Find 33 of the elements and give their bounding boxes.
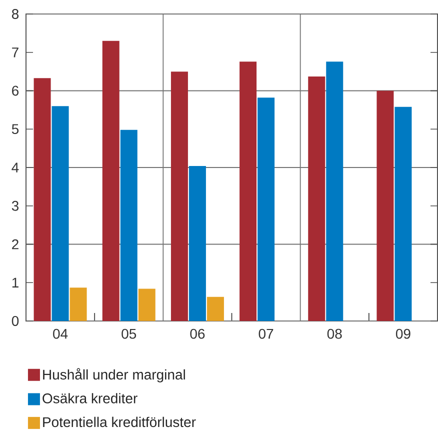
- x-tick-label: 05: [122, 328, 136, 339]
- bar: [394, 106, 412, 321]
- bar: [206, 296, 224, 321]
- y-tick-label: 5: [12, 124, 19, 134]
- y-tick-label: 8: [12, 9, 19, 19]
- bar: [240, 62, 257, 321]
- bar: [102, 40, 120, 321]
- y-tick-label: 4: [12, 162, 19, 172]
- y-tick-label: 6: [12, 86, 19, 96]
- bar: [376, 90, 394, 321]
- bar: [170, 72, 188, 321]
- x-tick-label: 07: [258, 328, 274, 339]
- x-tick-label: 09: [396, 328, 410, 339]
- bar: [326, 62, 344, 321]
- bar: [188, 166, 206, 321]
- bar: [258, 98, 275, 321]
- bar: [70, 288, 87, 321]
- bar: [52, 106, 69, 321]
- legend-label: Osäkra krediter: [42, 393, 138, 404]
- x-tick-label: 04: [53, 328, 68, 339]
- bar: [34, 78, 51, 321]
- y-tick-label: 2: [12, 239, 18, 250]
- x-tick-label: 08: [327, 328, 342, 339]
- y-tick-label: 1: [12, 278, 18, 288]
- legend-label: Hushåll under marginal: [43, 368, 185, 382]
- bar: [308, 76, 326, 321]
- y-tick-label: 7: [12, 48, 18, 58]
- bar: [120, 130, 138, 321]
- y-tick-label: 0: [12, 316, 19, 326]
- bar: [138, 288, 156, 321]
- x-tick-label: 06: [190, 328, 205, 339]
- legend-label: Potentiella kreditförluster: [43, 416, 196, 428]
- y-tick-label: 3: [12, 200, 19, 211]
